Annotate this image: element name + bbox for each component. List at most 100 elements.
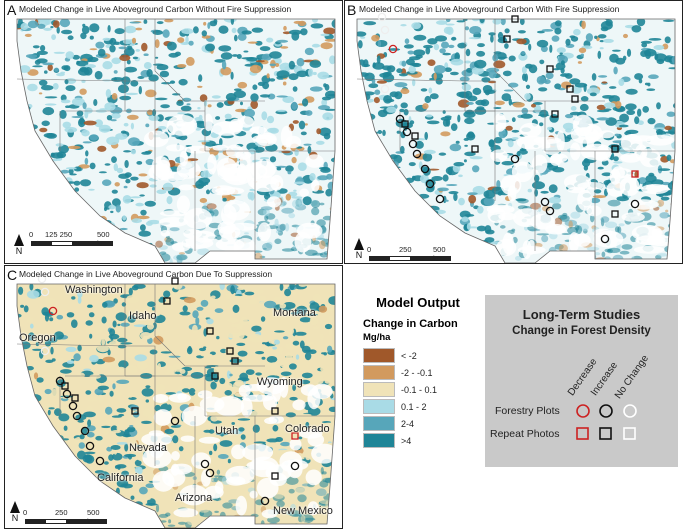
panel-b-title: Modeled Change in Live Aboveground Carbo… <box>359 4 620 14</box>
no-change-square-icon <box>623 427 636 440</box>
scalebar-a-label-2: 500 km <box>97 230 110 248</box>
repeat-photo-marker <box>566 85 574 93</box>
row-label-forestry-plots: Forestry Plots <box>495 405 560 417</box>
scalebar-a-label-0: 0 <box>29 230 34 239</box>
map-b-sites <box>377 12 640 244</box>
legend-class-label: >4 <box>401 435 412 446</box>
legend-swatch <box>363 382 395 397</box>
forestry-plot-marker <box>412 149 422 159</box>
repeat-photo-marker <box>271 407 279 415</box>
forestry-plot-marker <box>402 127 412 137</box>
legend-class-row: 2-4 <box>363 415 473 432</box>
forestry-plot-marker <box>68 401 78 411</box>
forestry-plot-marker <box>377 12 387 22</box>
forestry-plot-marker <box>80 426 90 436</box>
legend-class-label: 2-4 <box>401 418 415 429</box>
forestry-plot-marker <box>62 389 72 399</box>
model-legend-classes: < -2 -2 - -0.1 -0.1 - 0.1 0.1 - 2 2-4 >4 <box>363 347 473 449</box>
map-c-canvas <box>16 274 336 528</box>
map-panel-c: C Modeled Change in Live Aboveground Car… <box>4 265 343 529</box>
forestry-plot-marker <box>205 468 215 478</box>
legend-class-row: >4 <box>363 432 473 449</box>
map-a-canvas <box>16 18 336 263</box>
decrease-square-icon <box>576 427 589 440</box>
repeat-photo-marker <box>211 372 219 380</box>
repeat-photo-marker <box>571 95 579 103</box>
forestry-plot-marker <box>260 496 270 506</box>
state-label-utah: Utah <box>215 425 239 437</box>
legend-class-row: -0.1 - 0.1 <box>363 381 473 398</box>
repeat-photo-marker <box>206 327 214 335</box>
repeat-photo-marker <box>291 432 299 440</box>
scalebar-b: 0 250 500 km <box>367 245 451 263</box>
map-panel-b: B Modeled Change in Live Aboveground Car… <box>344 0 683 264</box>
repeat-photo-marker <box>631 170 639 178</box>
repeat-photo-marker <box>231 357 239 365</box>
forestry-plot-marker <box>425 179 435 189</box>
legend-swatch <box>363 399 395 414</box>
legend-class-label: < -2 <box>401 350 417 361</box>
scalebar-b-label-0: 0 <box>367 245 372 254</box>
forestry-plot-marker <box>72 411 82 421</box>
forestry-plot-marker <box>540 197 550 207</box>
increase-circle-icon <box>599 404 613 418</box>
forestry-plot-marker <box>388 44 398 54</box>
state-label-washington: Washington <box>65 284 123 296</box>
row-label-repeat-photos: Repeat Photos <box>490 428 560 440</box>
north-label-a: N <box>15 246 23 256</box>
legend-swatch <box>363 348 395 363</box>
forestry-plot-marker <box>395 114 405 124</box>
state-label-montana: Montana <box>273 307 316 319</box>
forestry-plot-marker <box>95 456 105 466</box>
studies-legend-subtitle: Change in Forest Density <box>512 325 651 337</box>
forestry-plot-marker <box>510 154 520 164</box>
map-b-land <box>356 18 676 263</box>
repeat-photo-marker <box>471 145 479 153</box>
panel-b-letter: B <box>347 2 357 18</box>
repeat-photo-marker <box>226 347 234 355</box>
north-arrow-c: N <box>9 501 21 523</box>
forestry-plot-marker <box>55 376 65 386</box>
legend-swatch <box>363 433 395 448</box>
scalebar-b-label-2: 500 km <box>433 245 446 263</box>
repeat-photo-marker <box>611 145 619 153</box>
forestry-plot-marker <box>435 194 445 204</box>
forestry-plot-marker <box>630 199 640 209</box>
decrease-circle-icon <box>576 404 590 418</box>
map-c-sites <box>37 274 300 506</box>
legend-swatch <box>363 416 395 431</box>
model-legend-title: Model Output <box>376 295 460 310</box>
repeat-photo-marker <box>271 472 279 480</box>
forestry-plot-marker <box>408 139 418 149</box>
model-output-legend: Model Output Change in Carbon Mg/ha < -2… <box>363 295 473 475</box>
repeat-photo-marker <box>61 382 69 390</box>
repeat-photo-marker <box>611 210 619 218</box>
state-label-idaho: Idaho <box>129 310 157 322</box>
increase-square-icon <box>599 427 612 440</box>
repeat-photo-marker <box>401 120 409 128</box>
legend-swatch <box>363 365 395 380</box>
north-arrow-icon <box>14 234 24 246</box>
state-label-california: California <box>97 472 144 484</box>
north-arrow-icon <box>10 501 20 513</box>
map-b-canvas <box>356 12 676 263</box>
panel-c-title: Modeled Change in Live Aboveground Carbo… <box>19 269 273 279</box>
scalebar-c-label-0: 0 <box>23 508 28 517</box>
scalebar-b-label-1: 250 <box>399 245 412 254</box>
scalebar-c-label-1: 250 <box>55 508 68 517</box>
scalebar-a: 0 125 250 500 km <box>29 230 113 248</box>
panel-c-letter: C <box>7 267 18 283</box>
state-label-wyoming: Wyoming <box>257 376 303 388</box>
repeat-photo-marker <box>163 297 171 305</box>
legend-class-row: -2 - -0.1 <box>363 364 473 381</box>
state-label-oregon: Oregon <box>19 332 56 344</box>
forestry-plot-marker <box>40 287 50 297</box>
forestry-plot-marker <box>48 306 58 316</box>
forestry-plot-marker <box>600 234 610 244</box>
forestry-plot-marker <box>290 461 300 471</box>
map-panel-a: A Modeled Change in Live Aboveground Car… <box>4 0 343 264</box>
map-a-land <box>16 18 336 263</box>
state-label-nevada: Nevada <box>129 442 167 454</box>
forestry-plot-marker <box>200 459 210 469</box>
repeat-photo-marker <box>546 65 554 73</box>
